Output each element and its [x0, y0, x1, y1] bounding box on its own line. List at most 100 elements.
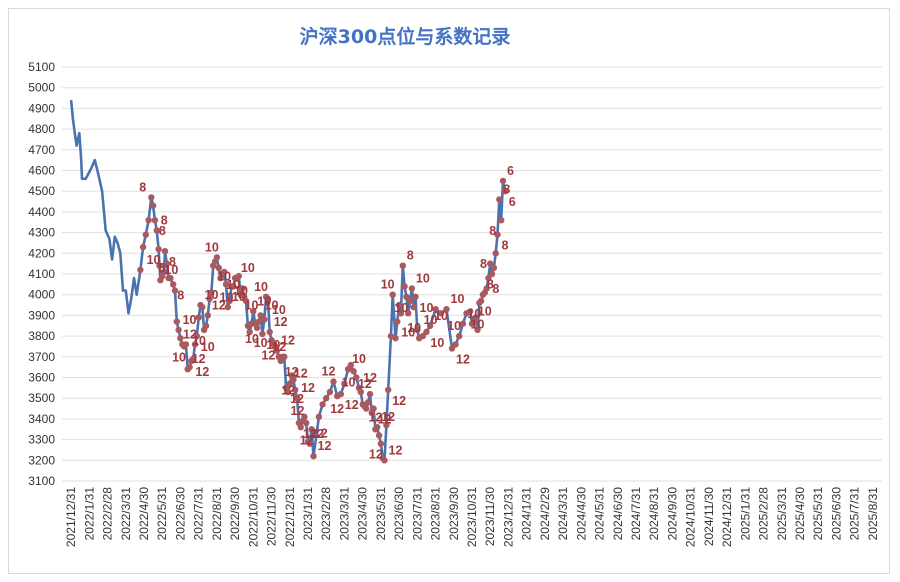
y-tick-label: 3900 — [28, 308, 55, 322]
y-tick-label: 3700 — [28, 350, 55, 364]
data-point — [474, 326, 481, 334]
y-tick-label: 4300 — [28, 226, 55, 240]
x-tick-label: 2024/4/30 — [574, 487, 588, 541]
x-tick-label: 2022/6/30 — [173, 487, 187, 541]
data-point — [397, 310, 405, 317]
data-point — [286, 380, 293, 387]
x-tick-label: 2025/6/30 — [829, 487, 843, 541]
data-point — [246, 328, 253, 336]
x-tick-label: 2024/2/29 — [538, 487, 552, 541]
data-point — [377, 440, 385, 447]
data-label: 12 — [212, 298, 226, 312]
data-point — [330, 378, 337, 385]
y-tick-label: 5000 — [28, 81, 55, 95]
data-label: 10 — [451, 292, 465, 306]
data-label: 12 — [378, 413, 392, 427]
data-point — [204, 312, 211, 319]
data-label: 10 — [257, 294, 271, 308]
x-tick-label: 2024/8/31 — [647, 487, 661, 541]
data-label: 10 — [205, 240, 219, 254]
x-tick-label: 2025/3/31 — [775, 487, 789, 541]
data-point — [202, 322, 210, 329]
data-point — [222, 281, 230, 288]
data-label: 8 — [407, 249, 414, 263]
data-label: 6 — [507, 164, 514, 178]
y-tick-label: 4200 — [28, 246, 55, 260]
x-tick-label: 2023/6/30 — [392, 487, 406, 541]
data-point — [151, 217, 159, 224]
data-point — [155, 246, 162, 253]
data-point — [370, 405, 377, 412]
data-point — [399, 262, 406, 269]
data-point — [297, 424, 304, 431]
data-point — [153, 227, 160, 234]
data-point — [171, 287, 179, 294]
data-point — [195, 314, 202, 321]
data-point — [221, 268, 228, 276]
x-tick-label: 2022/7/31 — [192, 487, 206, 541]
x-tick-label: 2024/1/31 — [520, 487, 534, 541]
y-tick-label: 4100 — [28, 267, 55, 281]
data-label: 12 — [345, 398, 359, 412]
y-tick-label: 3100 — [28, 474, 55, 488]
data-label: 12 — [291, 404, 305, 418]
data-point — [190, 355, 197, 363]
data-label: 8 — [161, 214, 168, 228]
data-point — [170, 281, 177, 288]
data-label: 12 — [314, 427, 328, 441]
data-point — [315, 413, 323, 420]
data-point — [253, 324, 261, 331]
data-label: 10 — [254, 336, 268, 350]
y-tick-label: 4500 — [28, 184, 55, 198]
data-point — [145, 217, 152, 224]
data-point — [381, 457, 388, 464]
data-point — [208, 289, 215, 296]
data-point — [235, 272, 242, 280]
data-point — [186, 363, 193, 371]
x-tick-label: 2022/10/31 — [246, 487, 260, 547]
data-point — [408, 285, 416, 292]
data-point — [363, 405, 370, 412]
data-label: 8 — [487, 278, 494, 292]
data-point — [467, 308, 474, 315]
data-label: 10 — [434, 309, 448, 323]
x-tick-label: 2023/12/31 — [501, 487, 515, 547]
data-label: 10 — [266, 338, 280, 352]
data-point — [364, 399, 372, 406]
data-point — [496, 196, 503, 203]
data-label: 12 — [303, 427, 317, 441]
x-tick-label: 2024/3/31 — [556, 487, 570, 541]
data-label: 8 — [480, 257, 487, 271]
data-label: 12 — [358, 377, 372, 391]
data-point — [292, 386, 299, 394]
data-point — [266, 328, 273, 336]
data-point — [167, 274, 174, 282]
data-point — [459, 320, 467, 327]
y-tick-label: 5100 — [28, 60, 55, 74]
data-point — [293, 395, 301, 402]
y-tick-label: 4700 — [28, 143, 55, 157]
data-point — [264, 295, 272, 302]
data-label: 8 — [502, 239, 509, 253]
gridlines — [62, 66, 882, 482]
data-point — [412, 293, 419, 300]
x-tick-label: 2023/5/31 — [374, 487, 388, 541]
x-tick-label: 2022/1/31 — [82, 487, 96, 541]
data-label: 10 — [164, 263, 178, 277]
data-label: 12 — [392, 394, 406, 408]
data-label: 8 — [492, 282, 499, 296]
data-label: 12 — [281, 384, 295, 398]
data-label: 10 — [217, 270, 231, 284]
data-point — [191, 341, 199, 348]
y-tick-label: 4800 — [28, 122, 55, 136]
data-label: 10 — [254, 280, 268, 294]
x-tick-label: 2023/9/30 — [447, 487, 461, 541]
x-tick-label: 2024/10/31 — [684, 487, 698, 547]
data-label: 8 — [177, 288, 184, 302]
chart-title: 沪深300点位与系数记录 — [299, 26, 511, 48]
data-point — [383, 421, 390, 429]
data-label: 12 — [290, 392, 304, 406]
x-tick-label: 2023/1/31 — [301, 487, 315, 541]
x-tick-label: 2025/2/28 — [757, 487, 771, 541]
data-point — [139, 243, 147, 251]
